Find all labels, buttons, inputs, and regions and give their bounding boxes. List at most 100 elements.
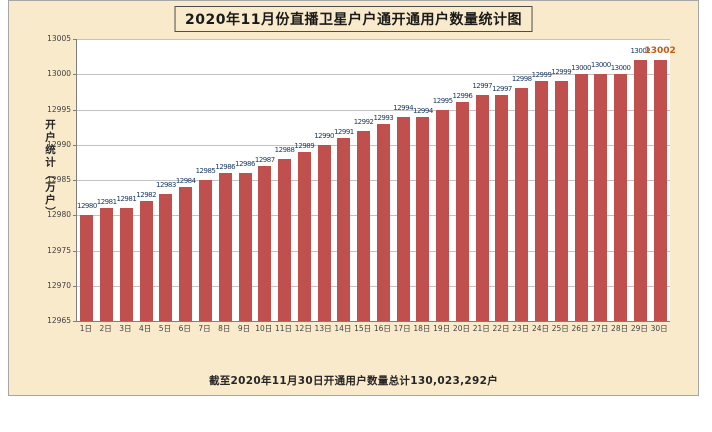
gridline (77, 180, 670, 181)
x-tick-label: 1日 (79, 324, 93, 333)
x-tick-label: 22日 (492, 324, 510, 333)
bar-value-label: 13002 (630, 47, 651, 56)
bar-4日 (139, 201, 153, 321)
x-tick-label: 9日 (237, 324, 251, 333)
x-tick-label: 13日 (314, 324, 332, 333)
bar-7日 (198, 180, 212, 321)
bar-11日 (278, 158, 292, 321)
y-tick-label: 12985 (47, 175, 71, 184)
bar-22日 (495, 95, 509, 321)
bar-6日 (179, 187, 193, 321)
x-tick-label: 6日 (178, 324, 191, 333)
bar-3日 (119, 208, 133, 321)
bar-1日 (80, 215, 94, 321)
bar-18日 (416, 116, 430, 321)
bar-value-label: 12999 (531, 71, 552, 80)
bar-value-label: 12994 (413, 106, 433, 115)
gridline (77, 144, 670, 146)
x-tick-label: 14日 (334, 324, 352, 333)
y-tick-mark (73, 215, 76, 217)
bar-19日 (436, 109, 450, 321)
y-tick-label: 12970 (47, 280, 71, 290)
x-tick-label: 7日 (198, 324, 211, 333)
bar-29日 (633, 60, 647, 321)
y-tick-label: 12975 (47, 245, 71, 255)
bar-value-label: 12982 (136, 191, 157, 200)
y-tick-mark (73, 109, 76, 111)
y-tick-mark (73, 285, 76, 287)
bar-17日 (396, 116, 410, 321)
bar-value-label: 12990 (314, 131, 334, 140)
footnote: 截至2020年11月30日开通用户数量总计130,023,292户 (208, 375, 499, 387)
bar-10日 (258, 165, 272, 321)
bar-value-label: 12981 (116, 195, 137, 204)
bar-value-label: 12993 (373, 113, 394, 122)
x-tick-label: 27日 (591, 324, 609, 333)
bar-value-label: 12998 (511, 75, 532, 84)
bar-value-label: 12985 (195, 167, 216, 175)
bar-value-label: 12992 (353, 117, 374, 126)
bar-value-label: 13000 (610, 64, 631, 73)
bar-23日 (515, 88, 529, 321)
bar-26日 (574, 74, 588, 321)
bar-20日 (455, 102, 469, 321)
x-tick-label: 23日 (512, 324, 530, 333)
bar-25日 (554, 81, 568, 321)
x-tick-label: 30日 (650, 324, 668, 333)
y-tick-label: 12965 (47, 316, 71, 325)
x-tick-label: 15日 (354, 324, 372, 333)
y-tick-label: 12980 (47, 210, 71, 220)
bar-value-label: 12997 (492, 85, 512, 94)
bar-28日 (614, 74, 628, 321)
y-axis-title: 开户统计（万户） (44, 119, 56, 219)
x-tick-label: 17日 (393, 324, 411, 333)
y-tick-mark (73, 321, 76, 322)
bar-value-label: 12983 (156, 181, 176, 190)
bar-value-label: 13000 (571, 64, 591, 73)
y-tick-mark (73, 74, 76, 76)
x-tick-label: 4日 (139, 324, 152, 333)
x-tick-label: 24日 (531, 324, 550, 333)
bar-value-label: 13000 (590, 61, 611, 70)
bar-value-label: 13002 (644, 46, 676, 57)
x-tick-label: 20日 (452, 324, 470, 333)
x-tick-label: 19日 (433, 324, 451, 333)
bar-value-label: 12987 (254, 155, 275, 164)
bar-5日 (159, 194, 173, 321)
bar-value-label: 12996 (452, 92, 473, 101)
gridline (77, 250, 670, 252)
gridline (77, 39, 670, 40)
x-tick-label: 5日 (158, 324, 172, 333)
x-tick-label: 12日 (294, 324, 312, 333)
bar-value-label: 12981 (96, 198, 117, 207)
bar-2日 (100, 208, 114, 321)
x-tick-label: 18日 (413, 324, 431, 333)
x-tick-label: 11日 (275, 324, 293, 333)
bar-value-label: 12988 (274, 145, 295, 154)
bar-value-label: 12994 (393, 103, 414, 112)
bar-21日 (475, 95, 489, 321)
x-tick-label: 3日 (119, 324, 132, 333)
y-tick-label: 13005 (47, 34, 71, 43)
bar-value-label: 12984 (175, 177, 196, 186)
y-tick-mark (73, 180, 76, 181)
bar-27日 (594, 74, 608, 321)
gridline (77, 215, 670, 217)
bar-14日 (337, 137, 351, 321)
bar-9日 (238, 172, 252, 321)
bar-16日 (376, 123, 390, 321)
gridline (77, 285, 670, 287)
x-tick-label: 21日 (472, 324, 490, 333)
gridline (77, 74, 670, 76)
bar-30日 (653, 60, 667, 321)
x-tick-label: 8日 (218, 324, 231, 333)
bar-12日 (297, 151, 311, 321)
bar-value-label: 12995 (432, 96, 453, 105)
x-tick-label: 26日 (571, 324, 589, 333)
y-tick-label: 12990 (47, 139, 71, 149)
x-tick-label: 2日 (99, 324, 112, 333)
bar-15日 (357, 130, 371, 321)
x-tick-label: 10日 (255, 324, 273, 333)
chart-title: 2020年11月份直播卫星户户通开通用户数量统计图 (174, 6, 533, 32)
